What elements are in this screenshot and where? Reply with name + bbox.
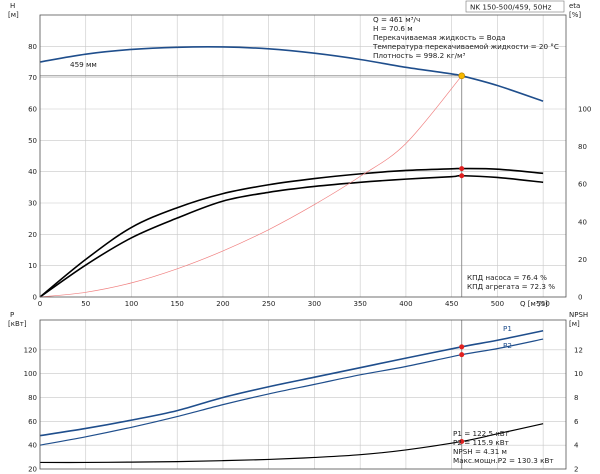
top-left-tick-10: 10 [28, 262, 37, 270]
top-right-tick-100: 100 [578, 106, 591, 114]
bottom-right-ticks: 2 4 6 8 10 12 [574, 346, 583, 473]
info-max-power: Макс.мощн.P2 = 130.3 кВт [453, 456, 554, 465]
top-left-tick-40: 40 [28, 168, 37, 176]
efficiency-point-1 [459, 173, 465, 179]
top-left-ticks: 0 10 20 30 40 50 60 70 80 [28, 43, 37, 302]
info-flow: Q = 461 м³/ч [373, 15, 420, 24]
curve-label-p1: P1 [503, 324, 512, 333]
info-liquid: Перекачиваемая жидкость = Вода [373, 33, 506, 42]
top-left-tick-20: 20 [28, 231, 37, 239]
info-p2: P2 = 115.9 кВт [453, 438, 509, 447]
efficiency-info-block: КПД насоса = 76.4 % КПД агрегата = 72.3 … [467, 273, 555, 291]
top-plot-frame [39, 14, 567, 298]
bottom-left-axis-label-1: P [10, 311, 14, 319]
bottom-markers [459, 344, 465, 444]
top-left-tick-80: 80 [28, 43, 37, 51]
top-left-tick-0: 0 [33, 294, 37, 302]
top-x-tick-50: 50 [81, 300, 90, 308]
curve-label-p2: P2 [503, 341, 512, 350]
top-left-axis-label-1: H [10, 2, 15, 10]
info-npsh: NPSH = 4.31 м [453, 447, 507, 456]
bottom-left-axis-label-2: [кВт] [8, 320, 27, 328]
top-left-tick-50: 50 [28, 137, 37, 145]
top-x-tick-450: 450 [445, 300, 458, 308]
bottom-left-tick-100: 100 [24, 370, 37, 378]
top-grid [39, 15, 566, 298]
info-head: H = 70.6 м [373, 24, 413, 33]
bottom-right-axis-label-1: NPSH [569, 311, 588, 319]
top-right-tick-0: 0 [578, 294, 582, 302]
npsh-curve [39, 423, 544, 464]
npsh-point-0 [459, 438, 465, 444]
top-x-tick-500: 500 [491, 300, 504, 308]
bottom-right-tick-4: 4 [574, 442, 579, 450]
bottom-left-ticks: 20 40 60 80 100 120 [24, 346, 37, 473]
info-unit-efficiency: КПД агрегата = 72.3 % [467, 282, 555, 291]
top-left-axis-label-2: [м] [8, 11, 19, 19]
bottom-right-tick-8: 8 [574, 394, 578, 402]
bottom-right-tick-2: 2 [574, 466, 578, 474]
bottom-right-tick-6: 6 [574, 418, 579, 426]
top-x-tick-100: 100 [125, 300, 138, 308]
curve-label-459: 459 мм [70, 60, 97, 69]
top-markers [458, 72, 466, 179]
top-x-tick-200: 200 [216, 300, 229, 308]
bottom-left-tick-60: 60 [28, 418, 37, 426]
top-left-tick-60: 60 [28, 106, 37, 114]
top-left-tick-30: 30 [28, 200, 37, 208]
bottom-right-tick-10: 10 [574, 370, 583, 378]
top-x-tick-300: 300 [308, 300, 321, 308]
operating-point-marker [458, 72, 466, 80]
bottom-chart: 20 40 60 80 100 120 2 4 6 8 10 12 P [кВт] NPSH [м]… [8, 311, 588, 474]
top-x-tick-150: 150 [171, 300, 184, 308]
bottom-right-axis-label-2: [м] [569, 320, 580, 328]
top-x-tick-400: 400 [399, 300, 412, 308]
top-x-tick-250: 250 [262, 300, 275, 308]
power-point-0 [459, 344, 465, 350]
top-x-tick-350: 350 [353, 300, 366, 308]
chart-title: NK 150-500/459, 50Hz [470, 3, 552, 12]
top-x-tick-550: 550 [536, 300, 549, 308]
bottom-left-tick-20: 20 [28, 466, 37, 474]
power-point-1 [459, 352, 465, 358]
top-right-axis-label-1: eta [569, 2, 580, 10]
info-p1: P1 = 122.5 кВт [453, 429, 509, 438]
top-right-tick-60: 60 [578, 181, 587, 189]
bottom-left-tick-120: 120 [24, 346, 37, 354]
system-curve [39, 75, 462, 298]
top-right-axis-label-2: [%] [569, 11, 581, 19]
top-right-tick-40: 40 [578, 218, 587, 226]
info-density: Плотность = 998.2 кг/м³ [373, 51, 465, 60]
info-pump-efficiency: КПД насоса = 76.4 % [467, 273, 547, 282]
p1-curve [39, 329, 544, 437]
top-left-tick-70: 70 [28, 74, 37, 82]
top-right-ticks: 0 20 40 60 80 100 [578, 106, 591, 302]
top-x-ticks: 0 50 100 150 200 250 300 350 400 450 500 550 [38, 300, 550, 308]
bottom-left-tick-40: 40 [28, 442, 37, 450]
top-right-tick-20: 20 [578, 256, 587, 264]
top-x-tick-0: 0 [38, 300, 42, 308]
operating-info-block: Q = 461 м³/ч H = 70.6 м Перекачиваемая ж… [372, 15, 559, 60]
bottom-plot-frame [39, 319, 567, 470]
head-curve [39, 46, 544, 102]
p2-curve [39, 338, 544, 446]
top-x-axis-label: Q [м³/ч] [520, 300, 548, 308]
top-chart: 0 10 20 30 40 50 60 70 80 0 20 40 60 80 100 0 50 100 150… [8, 0, 591, 308]
chart-title-box [465, 0, 565, 13]
bottom-right-tick-12: 12 [574, 346, 583, 354]
power-info-block: P1 = 122.5 кВт P2 = 115.9 кВт NPSH = 4.3… [453, 429, 554, 465]
efficiency-point-0 [459, 166, 465, 172]
bottom-left-tick-80: 80 [28, 394, 37, 402]
top-right-tick-80: 80 [578, 143, 587, 151]
info-temperature: Температура перекачиваемой жидкости = 20… [372, 42, 559, 51]
